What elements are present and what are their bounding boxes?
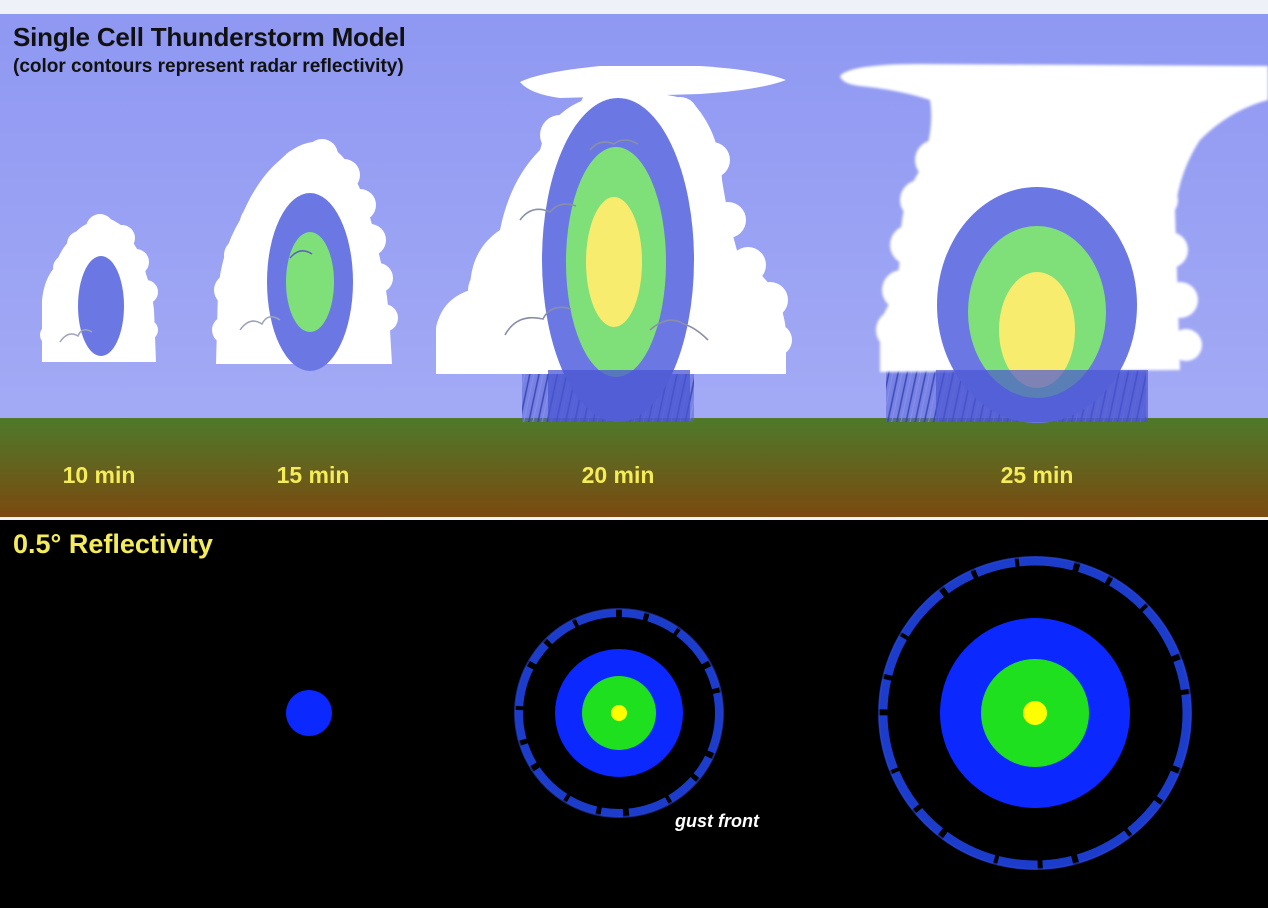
storm-20min bbox=[436, 66, 792, 422]
storm-25min bbox=[840, 64, 1268, 423]
ground bbox=[0, 418, 1268, 517]
reflectivity-mid bbox=[286, 232, 334, 332]
radar-echo-25min bbox=[878, 556, 1192, 870]
top-strip bbox=[0, 0, 1268, 14]
stage-label-25min: 25 min bbox=[1000, 462, 1074, 488]
radar-echoes bbox=[286, 556, 1192, 870]
gust-front-label: gust front bbox=[675, 811, 759, 831]
gust-front-ring bbox=[878, 556, 1192, 870]
reflectivity-low bbox=[78, 256, 124, 356]
radar-echo-15min bbox=[286, 690, 332, 736]
panel-divider bbox=[0, 517, 1268, 520]
reflectivity-high bbox=[586, 197, 642, 327]
storm-15min bbox=[212, 139, 398, 371]
diagram-title: Single Cell Thunderstorm Model bbox=[13, 22, 406, 52]
stage-label-15min: 15 min bbox=[276, 462, 350, 488]
reflectivity-high bbox=[999, 272, 1075, 388]
gust-front-ring bbox=[515, 609, 723, 817]
radar-echo-20min bbox=[514, 608, 724, 818]
stage-label-20min: 20 min bbox=[581, 462, 655, 488]
diagram-subtitle: (color contours represent radar reflecti… bbox=[13, 56, 404, 77]
storm-10min bbox=[40, 214, 158, 362]
stage-label-10min: 10 min bbox=[62, 462, 136, 488]
radar-title: 0.5° Reflectivity bbox=[13, 529, 213, 559]
